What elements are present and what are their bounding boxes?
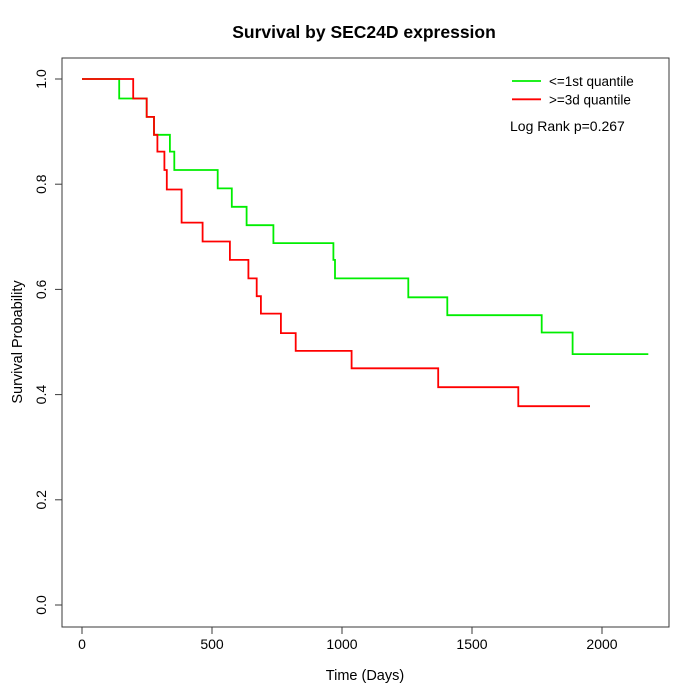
y-axis: 0.0 0.2 0.4 0.6 0.8 1.0 [33,69,62,615]
x-tick-label: 2000 [586,636,617,652]
plot-title: Survival by SEC24D expression [232,22,496,42]
x-axis: 0 500 1000 1500 2000 [78,627,618,652]
y-tick-label: 0.4 [33,385,49,405]
y-axis-title: Survival Probability [10,280,26,404]
y-tick-label: 0.2 [33,490,49,510]
y-tick-label: 0.8 [33,174,49,194]
x-tick-label: 0 [78,636,86,652]
legend-label-0: <=1st quantile [549,74,634,89]
x-tick-label: 1000 [326,636,357,652]
legend-label-1: >=3d quantile [549,92,631,107]
y-tick-label: 0.6 [33,279,49,299]
legend: <=1st quantile >=3d quantile [512,74,634,107]
y-tick-label: 1.0 [33,69,49,89]
x-tick-label: 500 [200,636,224,652]
y-tick-label: 0.0 [33,595,49,615]
log-rank-annotation: Log Rank p=0.267 [510,118,625,134]
plot-border [61,57,670,628]
survival-curve-high-expression [82,78,590,408]
x-axis-title: Time (Days) [326,668,404,684]
survival-curves [82,78,649,408]
x-tick-label: 1500 [456,636,487,652]
